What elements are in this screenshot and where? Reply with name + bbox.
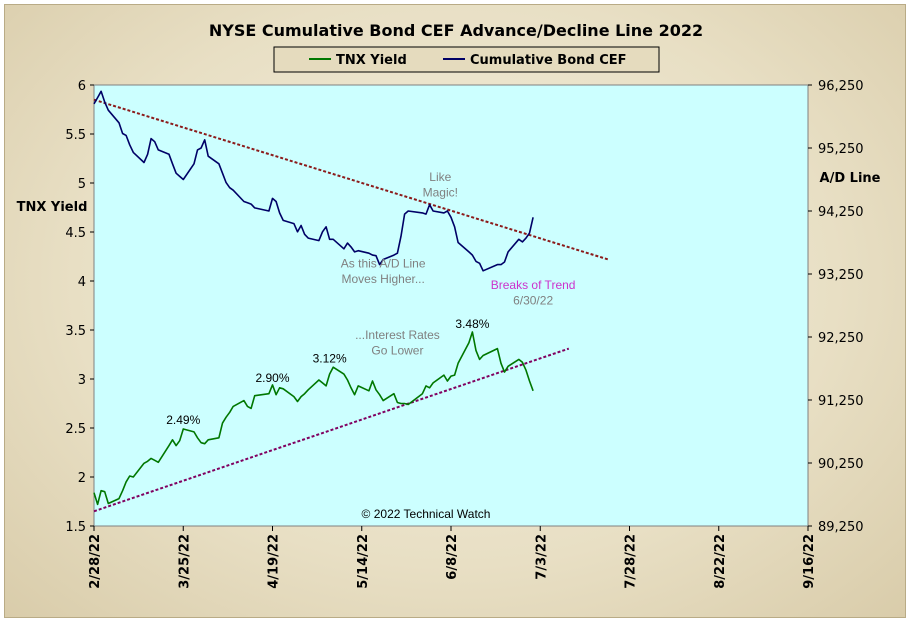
y-left-tick-label: 1.5 bbox=[65, 520, 86, 535]
y-left-tick-label: 2 bbox=[78, 471, 86, 486]
annotation-p249: 2.49% bbox=[166, 413, 200, 427]
y-right-tick-label: 94,250 bbox=[818, 205, 864, 220]
x-tick-label: 7/28/22 bbox=[624, 534, 639, 589]
y-left-tick-label: 4 bbox=[78, 275, 86, 290]
series-lines bbox=[93, 90, 534, 506]
y-right-tick-label: 96,250 bbox=[818, 79, 864, 94]
series-tnx-line bbox=[93, 331, 534, 506]
y-left-axis: 1.5 2 2.5 3 3.5 4 4.5 5 5.5 6 bbox=[65, 79, 94, 535]
x-tick-label: 9/16/22 bbox=[802, 534, 817, 589]
x-tick-label: 2/28/22 bbox=[88, 534, 103, 589]
y-right-tick-label: 95,250 bbox=[818, 142, 864, 157]
plot-area bbox=[93, 84, 809, 527]
annotation-moves: Moves Higher... bbox=[341, 272, 424, 286]
y-right-tick-label: 91,250 bbox=[818, 394, 864, 409]
legend-tnx-label: TNX Yield bbox=[336, 53, 407, 68]
legend-cef-label: Cumulative Bond CEF bbox=[470, 53, 627, 68]
annotation-golower: Go Lower bbox=[371, 344, 423, 358]
annotation-magic: Magic! bbox=[423, 186, 458, 200]
annotation-copyright: © 2022 Technical Watch bbox=[362, 507, 491, 521]
annotation-like: Like bbox=[429, 170, 451, 184]
y-left-tick-label: 3 bbox=[78, 373, 86, 388]
series-cef-line bbox=[93, 90, 534, 272]
x-tick-label: 4/19/22 bbox=[267, 534, 282, 589]
annotations: Like Magic! As this A/D Line Moves Higher..… bbox=[166, 170, 575, 521]
y-left-tick-label: 3.5 bbox=[65, 324, 86, 339]
x-tick-label: 5/14/22 bbox=[356, 534, 371, 589]
x-tick-label: 6/8/22 bbox=[445, 534, 460, 580]
y-right-label: A/D Line bbox=[820, 171, 881, 186]
annotation-breaks: Breaks of Trend bbox=[491, 278, 576, 292]
y-left-tick-label: 6 bbox=[78, 79, 86, 94]
y-left-label: TNX Yield bbox=[17, 200, 88, 215]
y-left-tick-label: 5.5 bbox=[65, 128, 86, 143]
annotation-date630: 6/30/22 bbox=[513, 294, 553, 308]
annotation-p348: 3.48% bbox=[455, 317, 489, 331]
y-left-tick-label: 5 bbox=[78, 177, 86, 192]
x-axis: 2/28/22 3/25/22 4/19/22 5/14/22 6/8/22 7/3/22… bbox=[88, 526, 817, 589]
x-tick-label: 7/3/22 bbox=[534, 534, 549, 580]
trendline bbox=[93, 347, 570, 513]
annotation-p290: 2.90% bbox=[255, 371, 289, 385]
x-tick-label: 3/25/22 bbox=[177, 534, 192, 589]
x-tick-label: 8/22/22 bbox=[713, 534, 728, 589]
y-right-tick-label: 90,250 bbox=[818, 457, 864, 472]
legend-box bbox=[273, 46, 660, 73]
annotation-p312: 3.12% bbox=[313, 351, 347, 365]
annotation-interest: ...Interest Rates bbox=[355, 328, 440, 342]
y-right-tick-label: 93,250 bbox=[818, 268, 864, 283]
chart-title: NYSE Cumulative Bond CEF Advance/Decline… bbox=[209, 21, 703, 40]
y-right-tick-label: 89,250 bbox=[818, 520, 864, 535]
y-left-tick-label: 4.5 bbox=[65, 226, 86, 241]
annotation-asthis: As this A/D Line bbox=[341, 256, 426, 270]
y-left-tick-label: 2.5 bbox=[65, 422, 86, 437]
trendlines bbox=[93, 98, 609, 513]
y-right-tick-label: 92,250 bbox=[818, 331, 864, 346]
legend: TNX Yield Cumulative Bond CEF bbox=[273, 46, 660, 73]
y-right-axis: 89,250 90,250 91,250 92,250 93,250 94,250 95,2… bbox=[808, 79, 864, 535]
